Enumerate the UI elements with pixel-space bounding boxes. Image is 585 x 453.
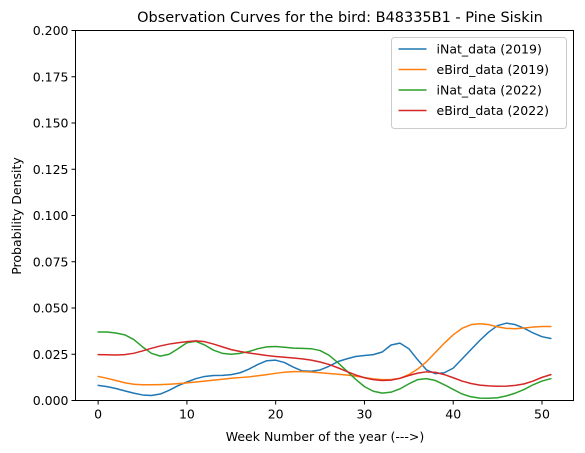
x-tick-label: 50: [534, 407, 550, 422]
series-line-3: [97, 331, 552, 400]
x-axis: 0 10 20 30 40 50: [94, 400, 550, 422]
series-line-1: [97, 322, 552, 397]
y-tick-label: 0.000: [33, 393, 69, 408]
x-tick-label: 30: [356, 407, 372, 422]
y-tick-label: 0.100: [33, 208, 69, 223]
y-axis: 0.000 0.025 0.050 0.075 0.100 0.125 0.150 0.175…: [33, 23, 76, 408]
legend: iNat_data (2019) eBird_data (2019) iNat_da…: [391, 37, 567, 129]
y-tick-label: 0.150: [33, 116, 69, 131]
x-tick-label: 40: [445, 407, 461, 422]
legend-label: eBird_data (2022): [437, 103, 550, 118]
y-axis-label: Probability Density: [9, 157, 24, 275]
series-line-4: [97, 340, 552, 387]
legend-label: iNat_data (2022): [437, 83, 542, 98]
legend-label: iNat_data (2019): [437, 42, 542, 57]
legend-label: eBird_data (2019): [437, 62, 550, 77]
y-tick-label: 0.200: [33, 23, 69, 38]
x-axis-label: Week Number of the year (--->): [226, 429, 425, 444]
x-tick-label: 0: [94, 407, 102, 422]
y-tick-label: 0.075: [33, 254, 69, 269]
legend-box: [391, 37, 567, 129]
x-tick-label: 10: [179, 407, 195, 422]
y-tick-label: 0.175: [33, 69, 69, 84]
series-line-2: [97, 322, 552, 386]
y-tick-label: 0.050: [33, 301, 69, 316]
y-tick-label: 0.025: [33, 347, 69, 362]
y-tick-label: 0.125: [33, 162, 69, 177]
x-tick-label: 20: [268, 407, 284, 422]
chart-title: Observation Curves for the bird: B48335B…: [137, 10, 543, 26]
plot-area: [97, 322, 552, 400]
